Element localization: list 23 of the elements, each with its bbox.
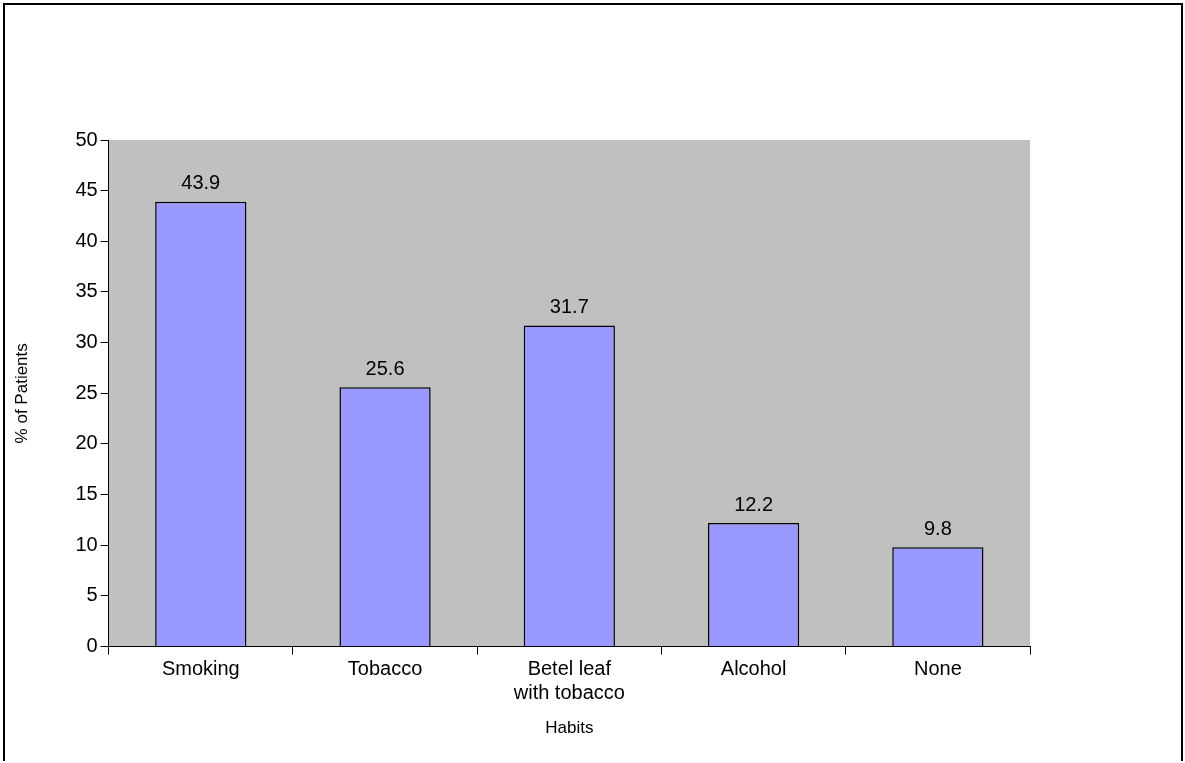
x-tick-label: None [913,657,962,680]
y-axis-title: % of Patients [11,343,31,444]
x-tick-label: Betel leaf with tobacco [512,657,625,704]
x-tick-label: Alcohol [720,657,787,680]
x-tick-label: Smoking [161,657,240,680]
y-tick-label: 50 [75,127,98,150]
y-tick-label: 15 [75,482,98,505]
y-tick-label: 30 [75,330,98,353]
y-tick-label: 45 [75,178,98,201]
data-label: 9.8 [923,516,952,539]
data-label: 25.6 [365,356,405,379]
y-tick-label: 5 [86,583,98,606]
y-tick-label: 20 [75,431,98,454]
y-tick-label: 35 [75,279,98,302]
y-tick-label: 0 [86,634,98,657]
y-tick-label: 40 [75,228,98,251]
data-label: 12.2 [734,492,774,515]
x-tick-label: Tobacco [347,657,423,680]
data-label: 43.9 [181,171,221,194]
data-label: 31.7 [549,294,589,317]
y-tick-label: 25 [75,380,98,403]
y-tick-label: 10 [75,532,98,555]
x-axis-title: Habits [545,718,594,738]
